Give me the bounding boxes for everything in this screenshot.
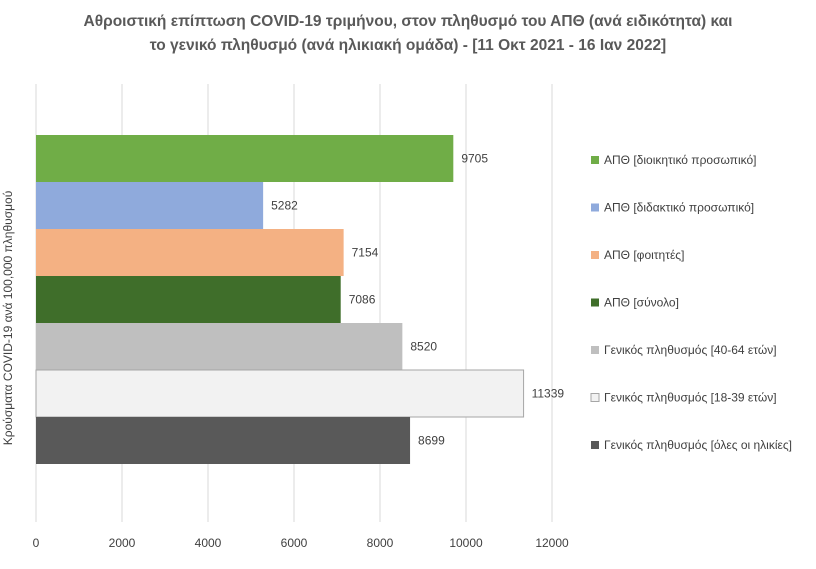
- x-tick-label: 10000: [449, 536, 483, 550]
- legend-swatch: [591, 346, 599, 354]
- legend-item: ΑΠΘ [διδακτικό προσωπικό]: [591, 201, 754, 215]
- bar-value-label: 8699: [418, 434, 445, 448]
- bar: [35, 369, 525, 418]
- bar-value-label: 7154: [352, 246, 379, 260]
- x-tick-label: 4000: [195, 536, 222, 550]
- bar-value-label: 5282: [271, 199, 298, 213]
- bar: [36, 229, 344, 276]
- legend-item: ΑΠΘ [φοιτητές]: [591, 248, 684, 262]
- bar-value-label: 7086: [349, 293, 376, 307]
- x-axis-ticks: 0 2000 4000 6000 8000 10000 12000: [33, 536, 569, 550]
- bar: [36, 135, 454, 182]
- bar: [36, 276, 341, 323]
- legend-label: ΑΠΘ [σύνολο]: [604, 296, 679, 310]
- y-axis-label: Κρούσματα COVID-19 ανά 100,000 πληθυσμού: [1, 191, 15, 446]
- legend-swatch: [591, 203, 599, 212]
- legend-label: ΑΠΘ [φοιτητές]: [604, 248, 684, 262]
- legend-swatch: [590, 393, 600, 402]
- legend-label: Γενικός πληθυσμός [40-64 ετών]: [604, 343, 777, 357]
- legend-label: ΑΠΘ [διδακτικό προσωπικό]: [604, 201, 754, 215]
- bars: [35, 135, 525, 464]
- legend-item: Γενικός πληθυσμός [40-64 ετών]: [591, 343, 777, 357]
- legend-swatch: [591, 298, 599, 307]
- legend-label: Γενικός πληθυσμός [18-39 ετών]: [604, 391, 777, 405]
- legend-label: Γενικός πληθυσμός [όλες οι ηλικίες]: [604, 438, 792, 452]
- x-tick-label: 2000: [109, 536, 136, 550]
- legend-swatch: [591, 441, 599, 449]
- legend-label: ΑΠΘ [διοικητικό προσωπικό]: [604, 153, 757, 167]
- bar: [36, 182, 264, 229]
- legend-swatch: [591, 156, 599, 164]
- bar-value-label: 9705: [461, 152, 488, 166]
- chart-title: Αθροιστική επίπτωση COVID-19 τριμήνου, σ…: [84, 13, 733, 54]
- x-tick-label: 6000: [281, 536, 308, 550]
- legend-item: Γενικός πληθυσμός [18-39 ετών]: [590, 391, 777, 405]
- x-tick-label: 12000: [535, 536, 569, 550]
- legend-item: Γενικός πληθυσμός [όλες οι ηλικίες]: [591, 438, 792, 452]
- legend: ΑΠΘ [διοικητικό προσωπικό] ΑΠΘ [διδακτικό…: [590, 153, 792, 452]
- bar-value-label: 11339: [532, 387, 565, 401]
- bar: [36, 417, 411, 464]
- bar: [36, 323, 403, 370]
- chart-title-line-1: Αθροιστική επίπτωση COVID-19 τριμήνου, σ…: [84, 13, 733, 30]
- x-tick-label: 8000: [367, 536, 394, 550]
- legend-swatch: [591, 251, 599, 259]
- x-tick-label: 0: [33, 536, 40, 550]
- data-labels: 9705 5282 7154 7086 8520 11339 8699: [271, 152, 564, 448]
- legend-item: ΑΠΘ [διοικητικό προσωπικό]: [591, 153, 757, 167]
- legend-item: ΑΠΘ [σύνολο]: [591, 296, 679, 310]
- chart-title-line-2: το γενικό πληθυσμό (ανά ηλικιακή ομάδα) …: [150, 37, 666, 54]
- bar-value-label: 8520: [410, 340, 437, 354]
